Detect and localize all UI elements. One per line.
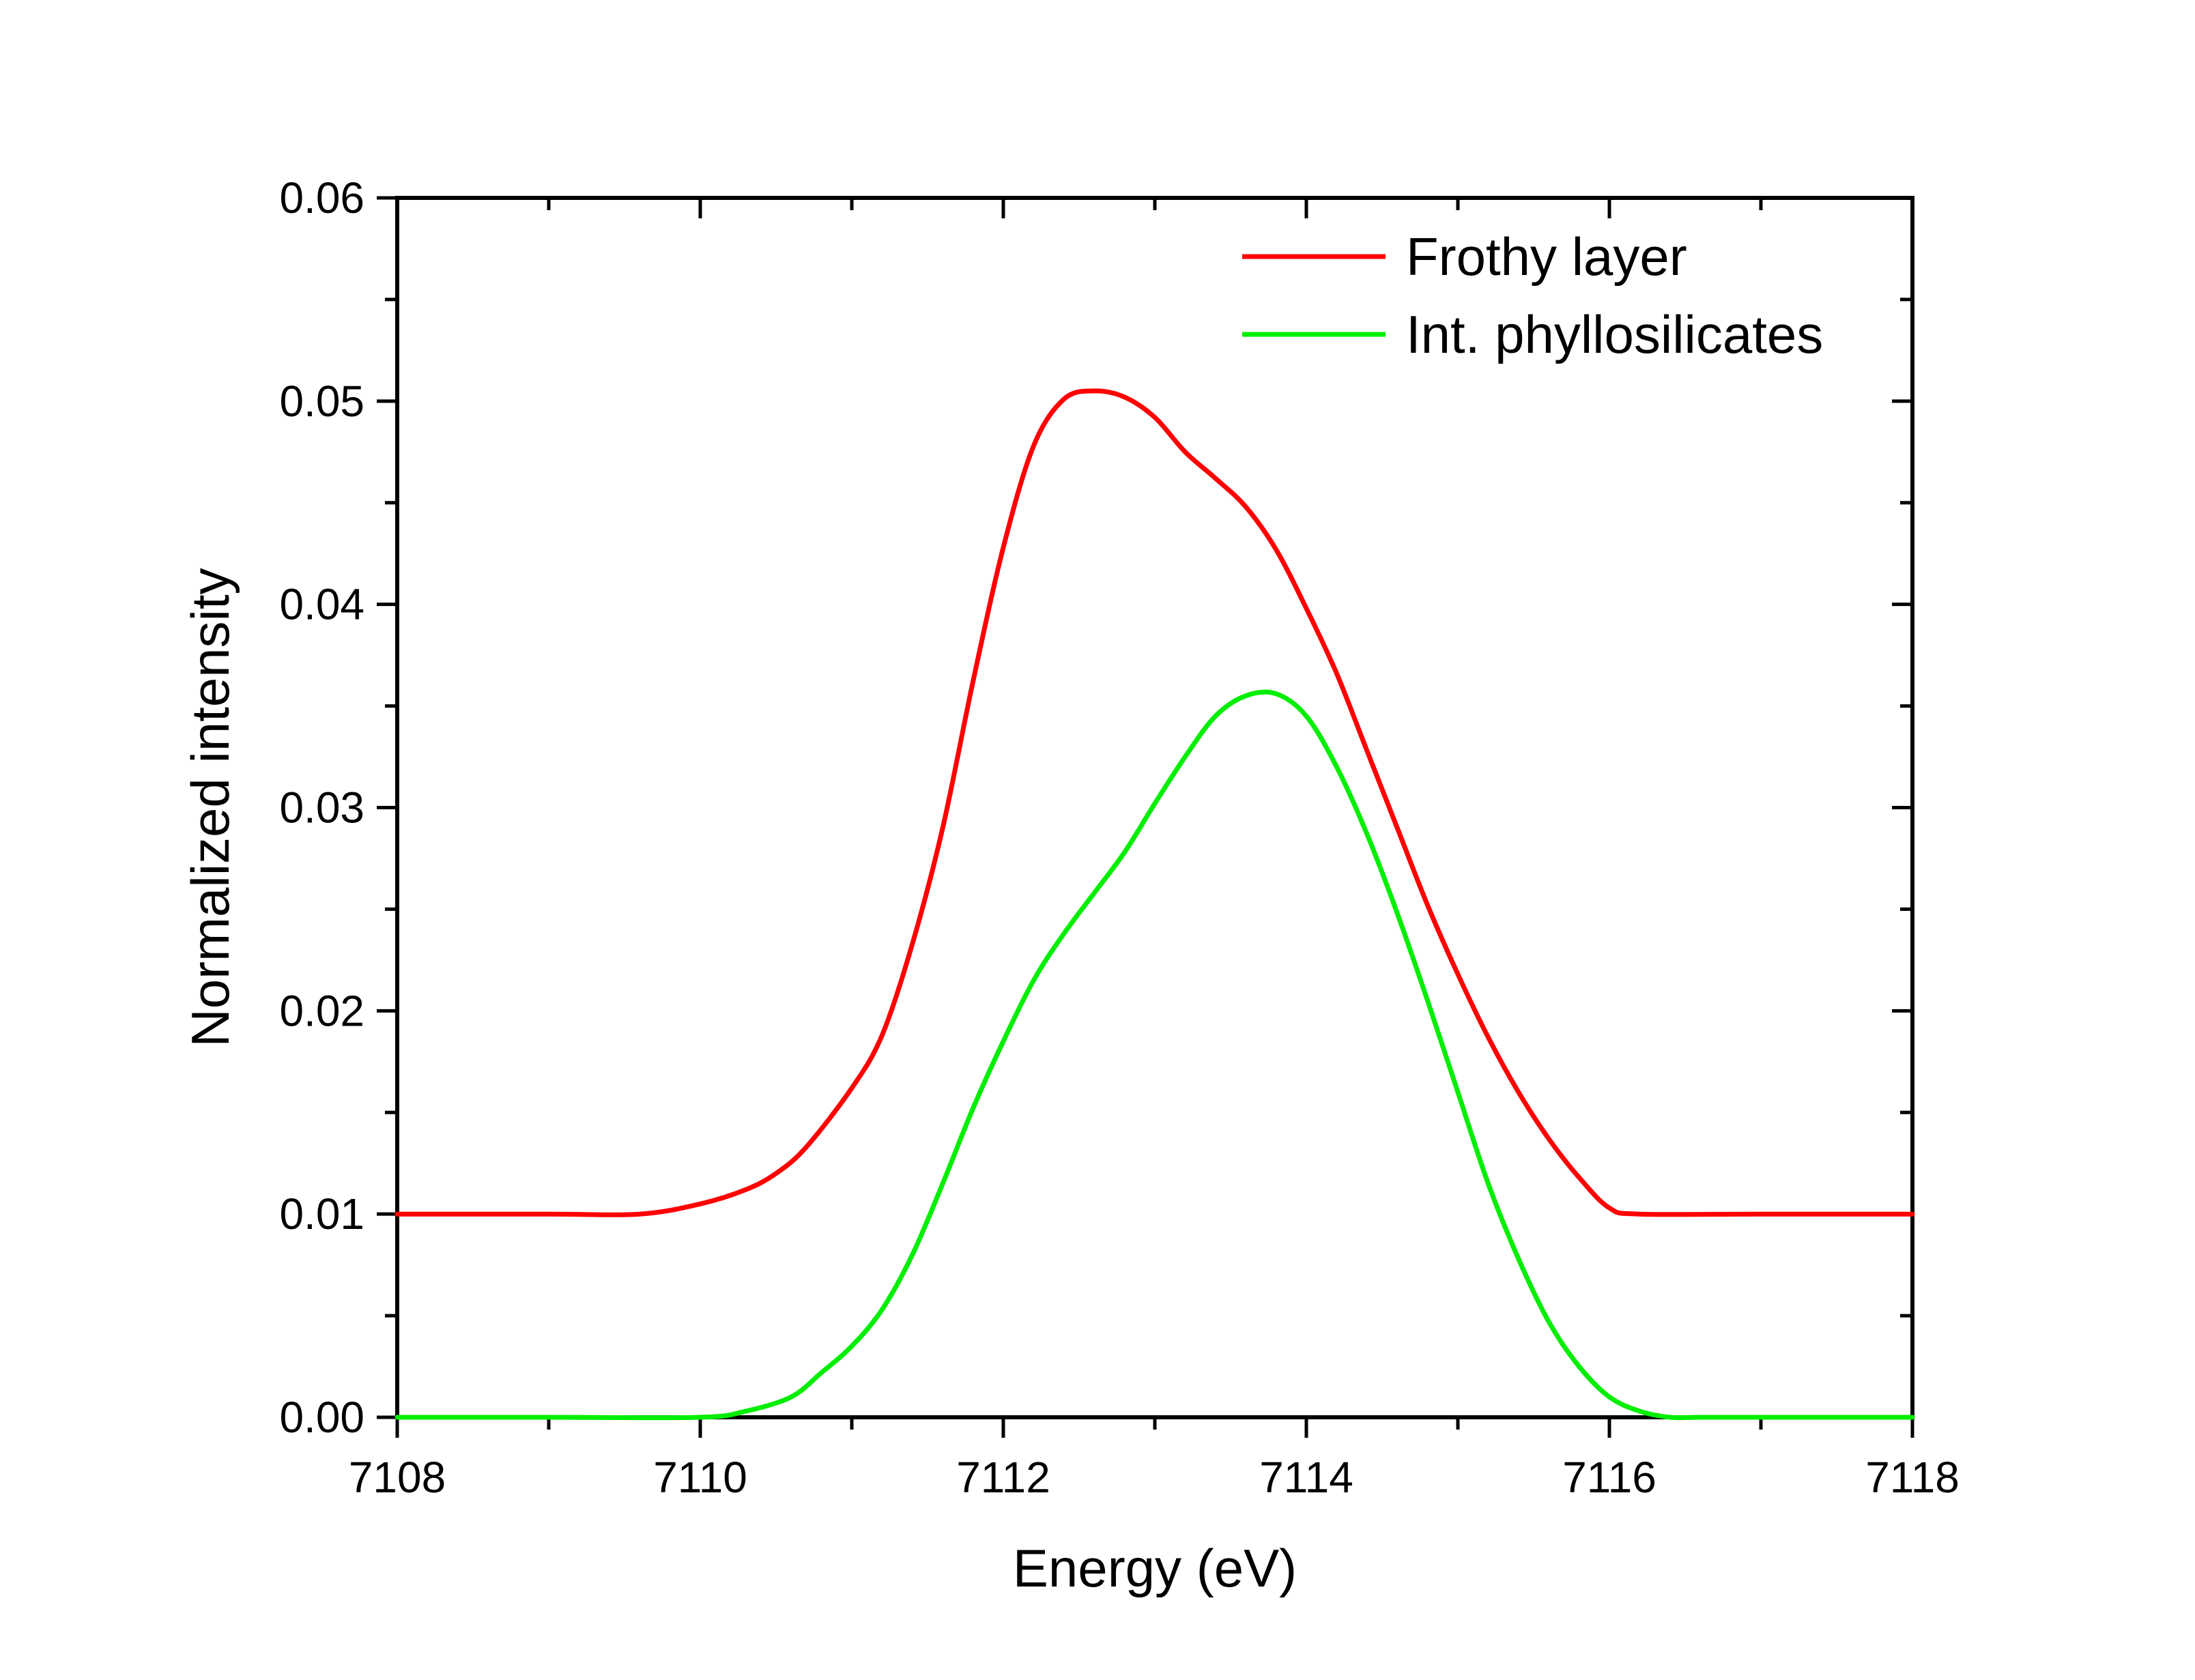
y-tick-label: 0.02 xyxy=(279,986,364,1035)
y-tick-label: 0.04 xyxy=(279,580,364,629)
legend-label-2: Int. phyllosilicates xyxy=(1406,304,1823,364)
legend: Frothy layer Int. phyllosilicates xyxy=(1242,227,1823,364)
series-line-1 xyxy=(394,388,1915,1217)
x-axis-title: Energy (eV) xyxy=(1013,1538,1297,1598)
x-tick-label: 7118 xyxy=(1865,1453,1960,1502)
y-tick-label: 0.05 xyxy=(279,377,364,426)
x-tick-label: 7114 xyxy=(1259,1453,1353,1502)
y-tick-label: 0.00 xyxy=(279,1393,364,1442)
y-tick-label: 0.03 xyxy=(279,783,364,832)
series-line-2 xyxy=(394,689,1915,1421)
legend-label-1: Frothy layer xyxy=(1406,227,1687,287)
y-axis-ticks: 0.00 0.01 0.02 0.03 0.04 0.05 0.06 xyxy=(279,173,1912,1442)
x-axis-ticks: 7108 7110 7112 7114 7116 7118 xyxy=(349,198,1960,1502)
x-tick-label: 7110 xyxy=(653,1453,747,1502)
y-axis-title: Normalized intensity xyxy=(180,568,240,1047)
x-tick-label: 7116 xyxy=(1562,1453,1656,1502)
y-tick-label: 0.01 xyxy=(279,1189,364,1239)
y-tick-label: 0.06 xyxy=(279,173,364,222)
series-layer xyxy=(394,388,1915,1421)
x-tick-label: 7112 xyxy=(956,1453,1050,1502)
x-tick-label: 7108 xyxy=(349,1453,446,1502)
